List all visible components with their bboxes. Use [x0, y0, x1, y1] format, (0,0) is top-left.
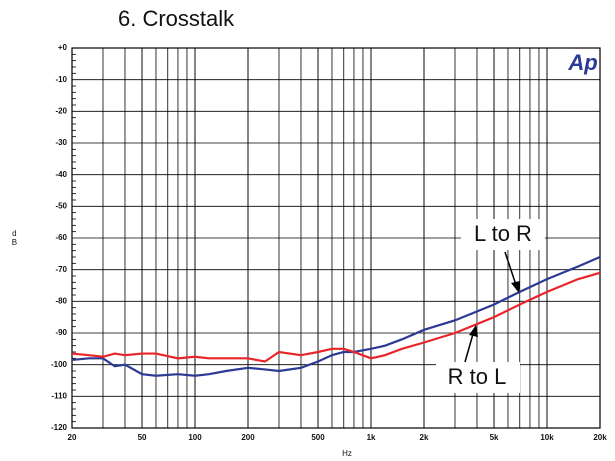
x-tick-label: 20 [68, 433, 77, 442]
annotation: R to L [448, 364, 507, 389]
x-axis-label: Hz [342, 449, 352, 458]
plot-frame [71, 47, 601, 429]
annotation-box [436, 362, 520, 393]
y-axis-label: dB [10, 229, 19, 247]
chart-title: 6. Crosstalk [118, 6, 235, 31]
series-line [71, 271, 601, 363]
y-tick-label: -10 [55, 75, 67, 84]
arrow [464, 333, 474, 363]
y-tick-label: -50 [55, 201, 67, 210]
y-tick-label: -30 [55, 138, 67, 147]
y-tick-label: -120 [51, 423, 68, 432]
x-tick-label: 10k [540, 433, 554, 442]
x-tick-label: 50 [138, 433, 147, 442]
x-tick-label: 1k [367, 433, 376, 442]
y-tick-label: -40 [55, 170, 67, 179]
y-tick-label: -20 [55, 106, 67, 115]
x-tick-label: 100 [188, 433, 202, 442]
x-tick-label: 5k [490, 433, 499, 442]
x-tick-label: 500 [311, 433, 325, 442]
y-tick-label: -80 [55, 296, 67, 305]
y-tick-label: -70 [55, 265, 67, 274]
y-tick-label: -60 [55, 233, 67, 242]
y-tick-label: -100 [51, 360, 68, 369]
arrow [504, 251, 517, 286]
y-tick-label: +0 [58, 43, 68, 52]
x-tick-label: 200 [241, 433, 255, 442]
series-line [71, 255, 601, 377]
y-tick-label: -110 [51, 391, 67, 400]
y-tick-label: -90 [55, 328, 67, 337]
annotation-box [461, 219, 545, 250]
logo: Ap [567, 50, 597, 75]
arrow-head [511, 281, 520, 293]
annotation: L to R [474, 221, 532, 246]
x-tick-label: 20k [593, 433, 607, 442]
x-tick-label: 2k [420, 433, 429, 442]
arrow-head [469, 325, 478, 337]
